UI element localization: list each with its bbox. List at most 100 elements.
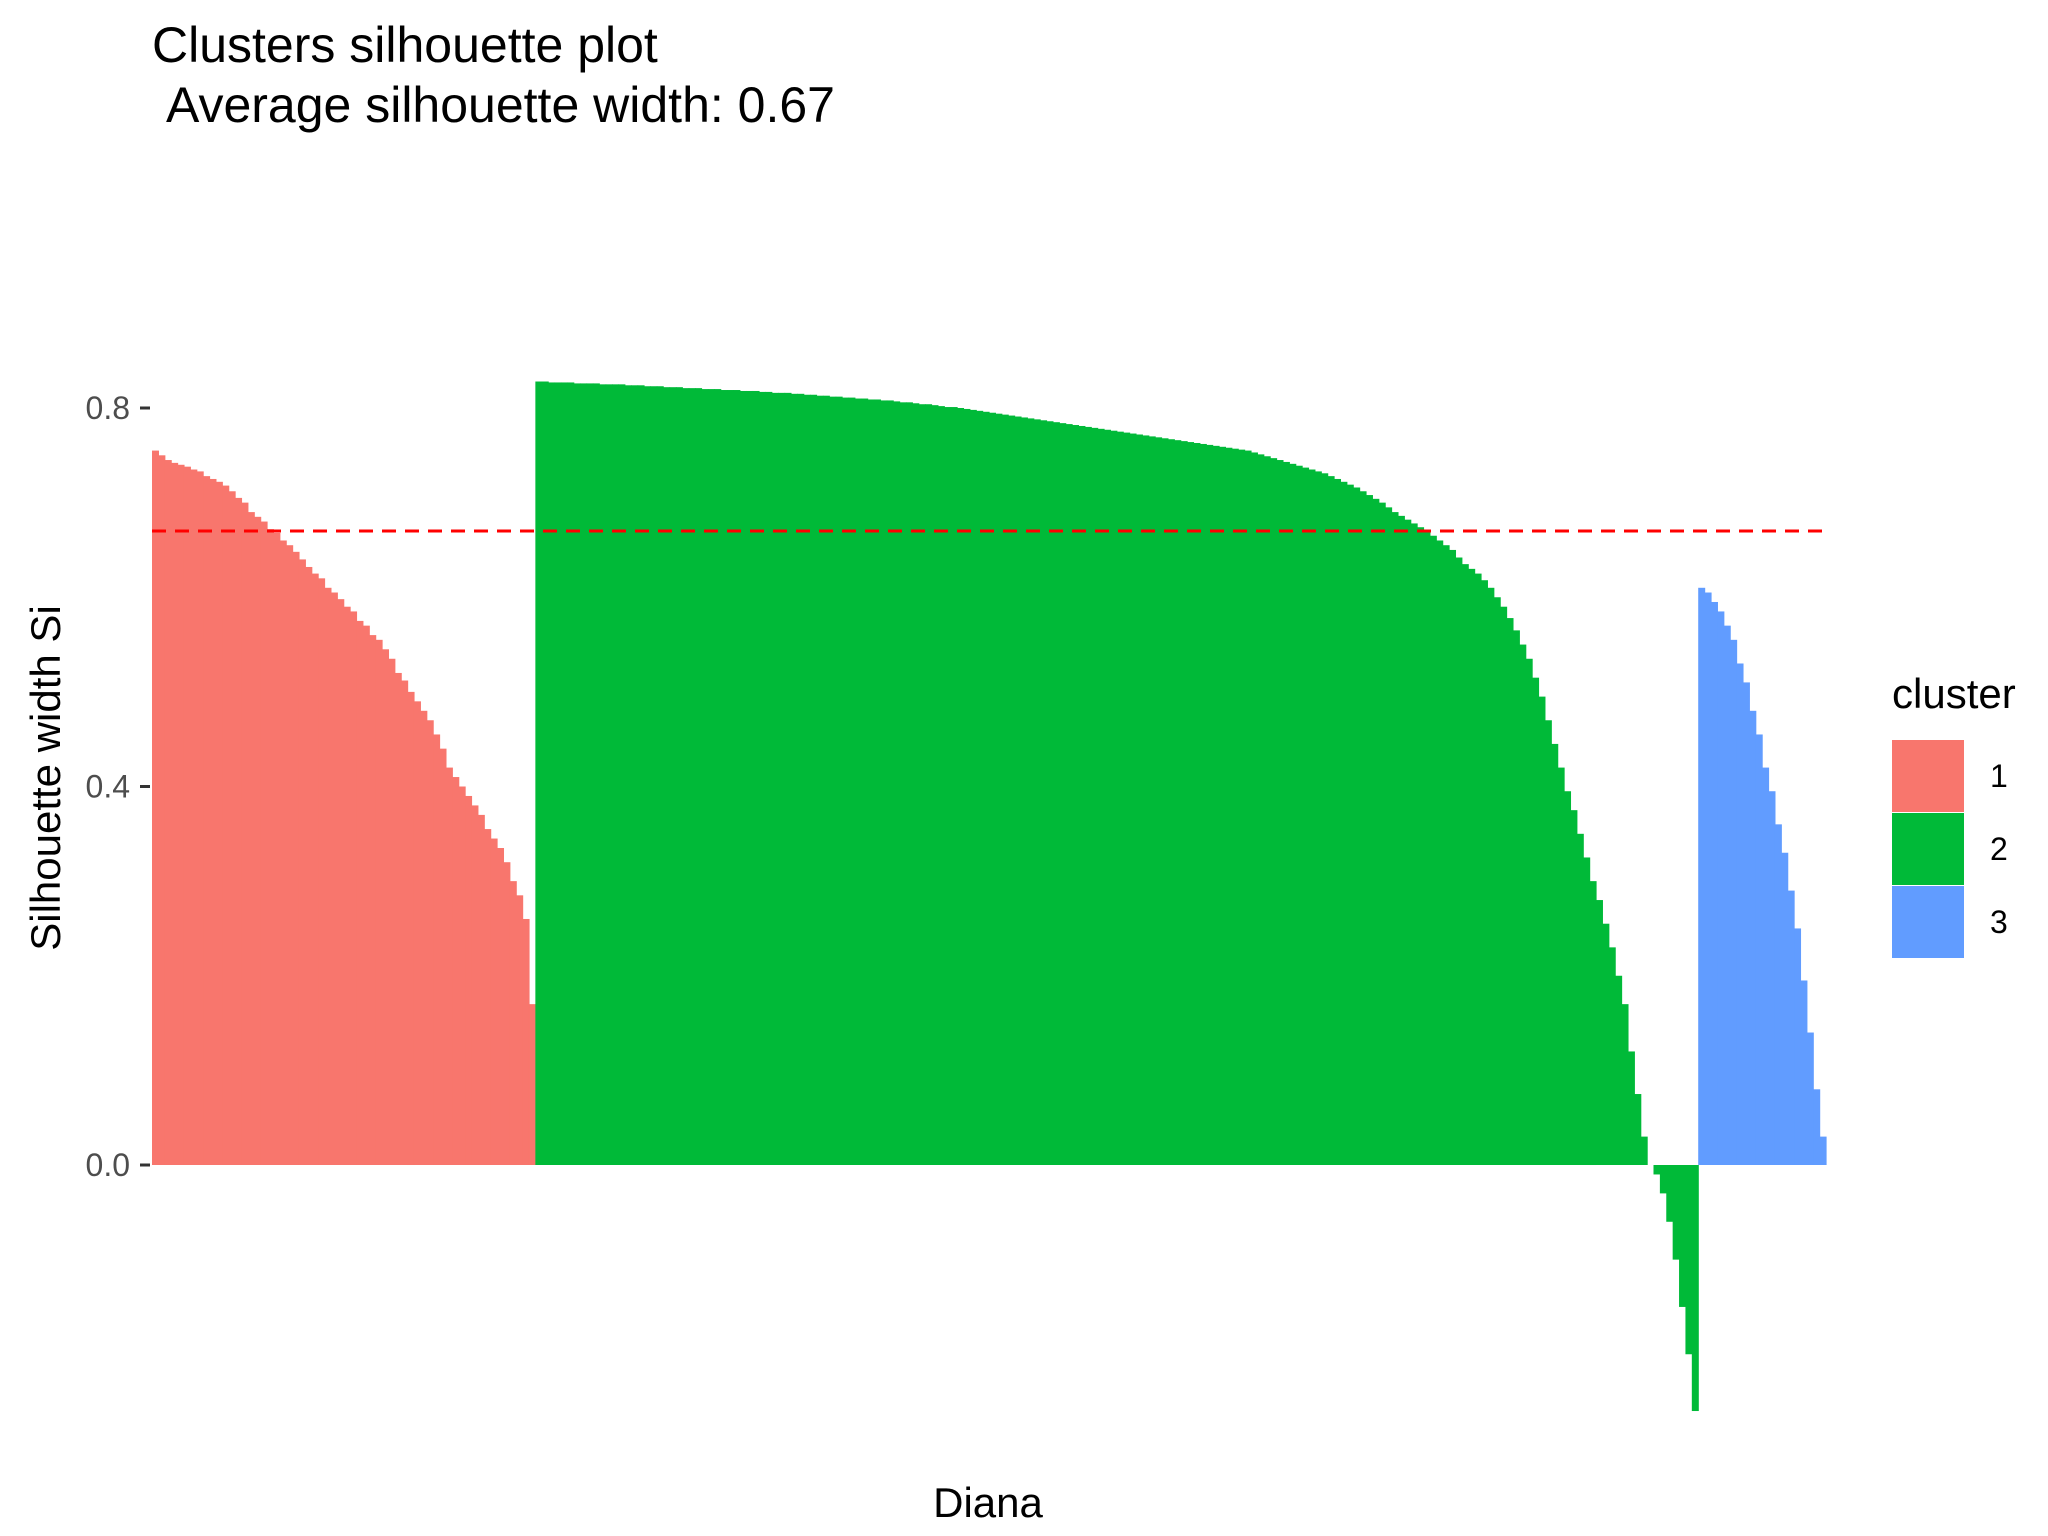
bar-cluster-2-62 (925, 404, 933, 1166)
bar-cluster-1-1 (152, 450, 159, 1166)
bar-cluster-2-173 (1634, 1094, 1642, 1165)
bar-cluster-1-5 (177, 464, 185, 1165)
legend-label-1: 1 (1990, 758, 2008, 794)
bar-cluster-2-9 (586, 383, 594, 1165)
bar-cluster-1-10 (209, 478, 217, 1166)
bars-group (152, 381, 1827, 1412)
bar-cluster-2-63 (931, 405, 939, 1165)
bar-cluster-2-43 (803, 394, 811, 1165)
bar-cluster-1-23 (292, 551, 300, 1165)
bar-cluster-2-92 (1116, 431, 1124, 1165)
bar-cluster-2-74 (1001, 414, 1009, 1165)
bar-cluster-2-32 (733, 390, 741, 1165)
bar-cluster-1-33 (356, 620, 364, 1165)
bar-cluster-1-27 (318, 578, 326, 1165)
bar-cluster-2-112 (1244, 450, 1252, 1166)
y-tick-label: 0.8 (86, 390, 130, 426)
bar-cluster-2-28 (707, 389, 715, 1166)
bar-cluster-2-71 (982, 411, 990, 1165)
bar-cluster-3-5 (1723, 625, 1731, 1165)
bar-cluster-2-91 (1110, 430, 1118, 1166)
bar-cluster-1-34 (362, 625, 370, 1165)
bar-cluster-3-18 (1806, 1032, 1814, 1165)
bar-cluster-2-44 (810, 394, 818, 1165)
legend-key-1 (1892, 740, 1964, 812)
bar-cluster-2-120 (1295, 465, 1303, 1166)
bar-cluster-2-131 (1365, 495, 1373, 1165)
bar-cluster-2-93 (1123, 432, 1131, 1166)
bar-cluster-1-15 (241, 502, 249, 1165)
bar-cluster-2-20 (656, 386, 664, 1165)
bar-cluster-2-101 (1174, 440, 1182, 1165)
bar-cluster-1-51 (471, 805, 479, 1165)
bar-cluster-2-108 (1219, 446, 1227, 1165)
bar-cluster-2-81 (1046, 421, 1054, 1165)
bar-cluster-1-32 (350, 611, 358, 1165)
bar-cluster-2-67 (957, 408, 965, 1165)
bar-cluster-1-58 (516, 895, 524, 1165)
bar-cluster-2-157 (1532, 677, 1540, 1165)
bar-cluster-2-50 (848, 397, 856, 1166)
bar-cluster-2-107 (1212, 445, 1220, 1166)
bar-cluster-2-177 (1659, 1165, 1667, 1194)
y-axis-title: Silhouette width Si (22, 605, 69, 951)
bar-cluster-2-87 (1084, 426, 1092, 1165)
bar-cluster-2-168 (1602, 923, 1610, 1165)
bar-cluster-2-15 (624, 385, 632, 1165)
bar-cluster-2-36 (758, 391, 766, 1165)
bar-cluster-2-42 (797, 393, 805, 1165)
bar-cluster-2-119 (1289, 463, 1297, 1166)
bar-cluster-2-124 (1321, 473, 1329, 1165)
bar-cluster-2-33 (739, 390, 747, 1166)
bar-cluster-2-79 (1033, 419, 1041, 1166)
bar-cluster-2-148 (1474, 573, 1482, 1165)
bar-cluster-2-1 (535, 381, 543, 1165)
bar-cluster-1-2 (158, 455, 166, 1165)
legend-label-3: 3 (1990, 904, 2008, 940)
bar-cluster-2-21 (663, 387, 671, 1165)
bar-cluster-3-2 (1704, 592, 1712, 1165)
bar-cluster-2-163 (1570, 810, 1578, 1165)
bar-cluster-2-141 (1429, 535, 1437, 1165)
bar-cluster-2-97 (1148, 436, 1156, 1165)
bar-cluster-1-20 (273, 532, 281, 1165)
legend: cluster 1 2 3 (1892, 670, 2016, 958)
bar-cluster-2-95 (1135, 434, 1143, 1165)
bar-cluster-2-2 (541, 381, 549, 1165)
bar-cluster-2-140 (1423, 531, 1431, 1165)
bar-cluster-2-59 (905, 402, 913, 1165)
bar-cluster-1-49 (458, 786, 466, 1165)
bar-cluster-3-10 (1755, 734, 1763, 1165)
bar-cluster-2-123 (1314, 471, 1322, 1165)
bar-cluster-2-46 (822, 395, 830, 1165)
bar-cluster-2-23 (675, 387, 683, 1165)
bar-cluster-2-89 (1097, 428, 1105, 1165)
bar-cluster-2-181 (1685, 1165, 1693, 1355)
bar-cluster-2-30 (720, 390, 728, 1165)
bar-cluster-1-8 (196, 471, 204, 1165)
chart-subtitle: Average silhouette width: 0.67 (166, 77, 835, 133)
bar-cluster-2-178 (1666, 1165, 1674, 1222)
bar-cluster-2-114 (1257, 454, 1265, 1165)
bar-cluster-2-127 (1340, 481, 1348, 1165)
bar-cluster-1-47 (445, 767, 453, 1165)
bar-cluster-1-48 (452, 777, 460, 1165)
bar-cluster-1-12 (222, 485, 230, 1166)
bar-cluster-2-133 (1378, 502, 1386, 1165)
bar-cluster-1-38 (388, 658, 396, 1165)
bar-cluster-3-20 (1819, 1136, 1827, 1165)
bar-cluster-2-24 (682, 388, 690, 1165)
bar-cluster-1-39 (394, 672, 402, 1165)
bar-cluster-2-146 (1461, 564, 1469, 1165)
bar-cluster-2-153 (1506, 618, 1514, 1165)
bar-cluster-3-6 (1730, 639, 1738, 1165)
y-axis: 0.0 0.4 0.8 (86, 390, 150, 1183)
bar-cluster-1-14 (235, 497, 243, 1165)
bar-cluster-2-98 (1155, 437, 1163, 1166)
bar-cluster-3-14 (1781, 852, 1789, 1165)
bar-cluster-2-37 (765, 391, 773, 1165)
bar-cluster-2-22 (669, 387, 677, 1165)
bar-cluster-2-78 (1027, 418, 1035, 1165)
bar-cluster-2-10 (592, 383, 600, 1165)
bar-cluster-1-13 (228, 491, 236, 1165)
